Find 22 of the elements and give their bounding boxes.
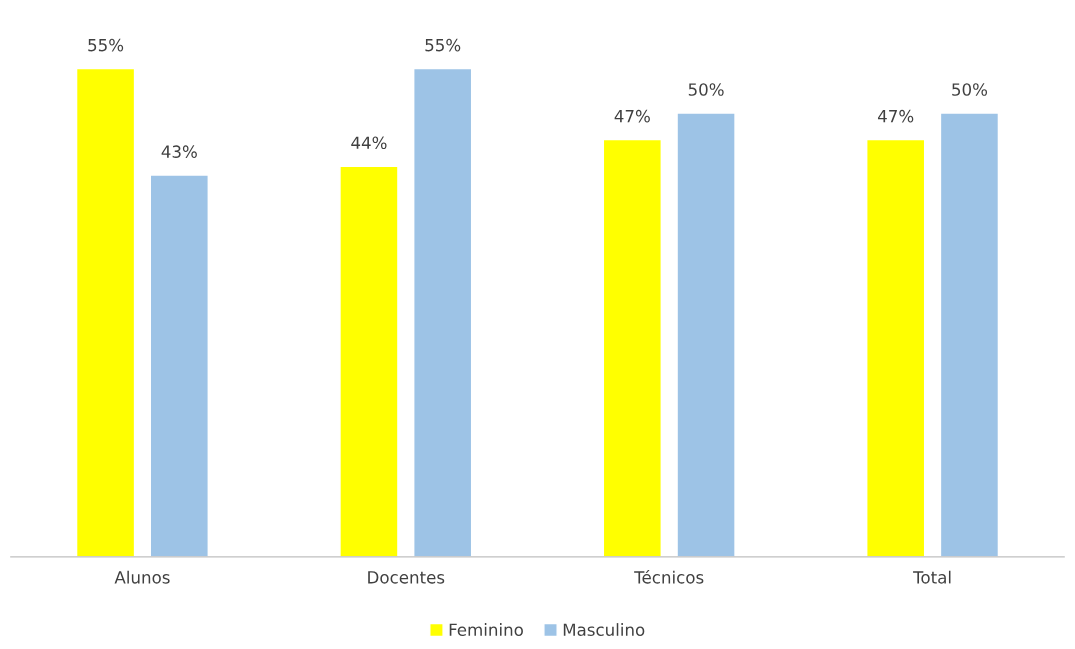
data-label: 55%: [88, 38, 124, 52]
data-label: 44%: [351, 136, 387, 150]
data-label: 47%: [614, 109, 650, 123]
bar: [866, 138, 926, 557]
x-tick-label: Técnicos: [634, 570, 704, 584]
bar: [75, 67, 136, 557]
bar: [602, 138, 662, 557]
data-label: 50%: [688, 83, 724, 96]
legend-label: Masculino: [563, 623, 645, 637]
bar: [939, 112, 1000, 557]
bar: [149, 174, 209, 557]
data-label: 50%: [952, 83, 988, 96]
data-label: 55%: [425, 38, 461, 52]
x-tick-label: Alunos: [114, 570, 170, 584]
bar: [676, 112, 736, 557]
legend-label: Feminino: [449, 623, 523, 637]
data-label: 47%: [877, 109, 914, 123]
x-tick-label: Docentes: [368, 571, 445, 584]
x-tick-label: Total: [913, 570, 951, 584]
bar: [413, 67, 473, 557]
data-label: 43%: [161, 145, 197, 158]
bar: [339, 165, 399, 557]
